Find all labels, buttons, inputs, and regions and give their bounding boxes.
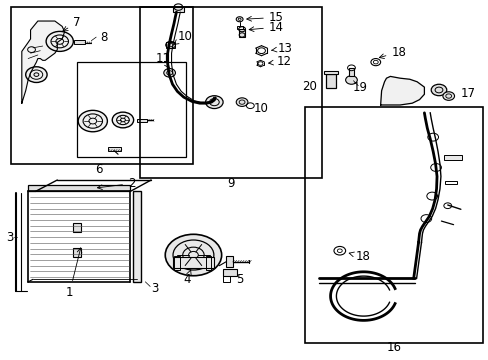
- Bar: [74, 40, 85, 44]
- Bar: [325, 74, 335, 88]
- Bar: [223, 276, 229, 282]
- Bar: [236, 26, 242, 28]
- Bar: [225, 256, 232, 267]
- Circle shape: [163, 68, 175, 77]
- Text: 9: 9: [227, 177, 235, 190]
- Circle shape: [205, 96, 223, 109]
- Text: 14: 14: [249, 21, 283, 33]
- Text: 6: 6: [95, 163, 102, 176]
- Text: 8: 8: [100, 31, 107, 44]
- Circle shape: [46, 31, 73, 51]
- Bar: [11, 7, 193, 164]
- Text: 7: 7: [63, 16, 81, 31]
- Text: 10: 10: [173, 30, 192, 44]
- Text: 11: 11: [155, 52, 170, 68]
- Text: 1: 1: [66, 248, 81, 299]
- Text: 17: 17: [460, 87, 475, 100]
- Bar: [136, 118, 147, 122]
- Bar: [348, 68, 354, 76]
- Bar: [73, 223, 81, 232]
- Text: 10: 10: [254, 102, 268, 115]
- Text: 18: 18: [379, 46, 406, 59]
- Circle shape: [345, 76, 357, 84]
- Bar: [443, 156, 461, 160]
- Bar: [172, 257, 213, 267]
- Polygon shape: [380, 76, 424, 105]
- Bar: [172, 7, 184, 12]
- Bar: [323, 71, 338, 74]
- Circle shape: [26, 67, 47, 82]
- Text: 5: 5: [236, 273, 243, 286]
- Text: 12: 12: [268, 55, 291, 68]
- Circle shape: [236, 98, 247, 107]
- Bar: [305, 107, 482, 342]
- Bar: [73, 248, 81, 257]
- Bar: [238, 29, 245, 37]
- Text: 3: 3: [6, 231, 14, 244]
- Bar: [205, 256, 211, 270]
- Circle shape: [442, 92, 454, 100]
- Text: 18: 18: [348, 250, 369, 263]
- Text: 2: 2: [97, 177, 135, 190]
- Bar: [444, 181, 456, 184]
- Text: 15: 15: [246, 11, 283, 24]
- Bar: [174, 256, 180, 270]
- Text: 3: 3: [151, 283, 158, 296]
- Polygon shape: [22, 21, 64, 103]
- Text: 4: 4: [183, 270, 191, 286]
- Bar: [108, 148, 120, 151]
- Text: 13: 13: [271, 42, 292, 55]
- Text: 19: 19: [352, 81, 367, 94]
- Bar: [28, 185, 130, 192]
- Bar: [132, 192, 141, 282]
- Bar: [222, 269, 237, 276]
- Circle shape: [165, 234, 221, 276]
- Circle shape: [430, 84, 446, 96]
- Bar: [140, 7, 322, 178]
- Bar: [77, 62, 186, 157]
- Text: 16: 16: [386, 341, 401, 354]
- Circle shape: [165, 41, 175, 49]
- Circle shape: [112, 112, 133, 128]
- Circle shape: [78, 111, 107, 132]
- Bar: [165, 42, 175, 48]
- Text: 20: 20: [302, 80, 317, 93]
